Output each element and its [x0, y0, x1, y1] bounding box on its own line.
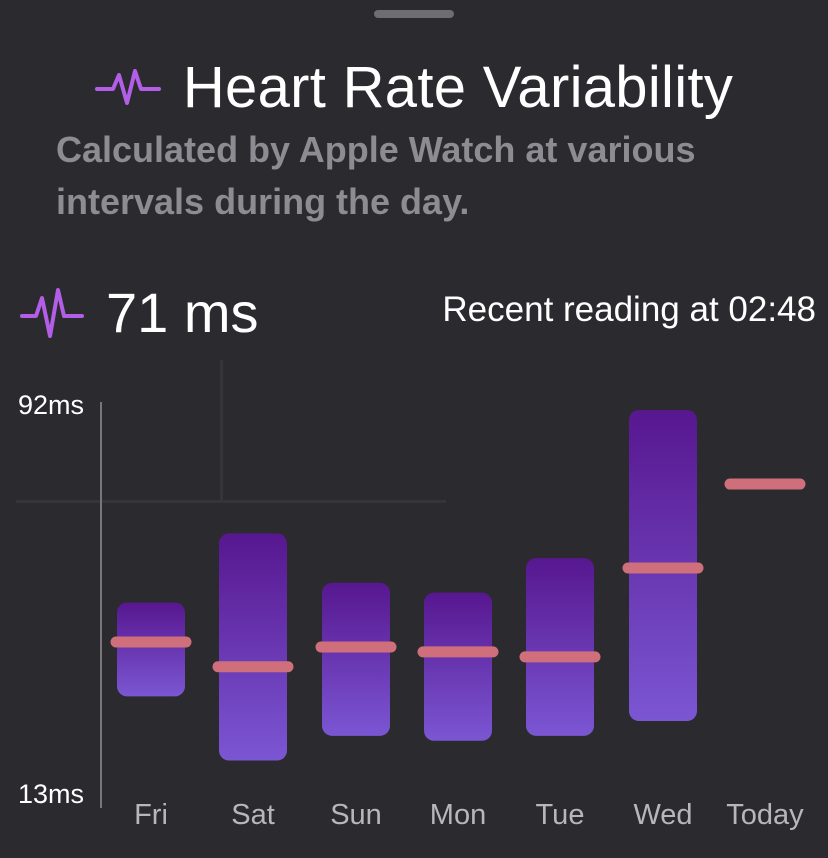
heart-pulse-icon: [20, 288, 84, 338]
sheet-grabber[interactable]: [374, 10, 454, 18]
hrv-chart: 92ms 13ms Fri Sat Sun Mon Tue Wed Today: [18, 390, 806, 831]
x-tick-label-tue: Tue: [536, 799, 585, 831]
x-tick-label-today: Today: [726, 799, 804, 831]
range-bar-sun[interactable]: [322, 582, 390, 736]
reading-value: 71 ms: [106, 281, 259, 344]
title-row: Heart Rate Variability: [0, 52, 828, 122]
range-bar-sat[interactable]: [219, 533, 287, 761]
range-bar-tue[interactable]: [526, 558, 594, 736]
recent-reading: 71 ms Recent reading at 02:48: [20, 280, 820, 344]
x-tick-label-sun: Sun: [330, 799, 382, 831]
range-bar-fri[interactable]: [117, 602, 185, 697]
x-tick-label-wed: Wed: [633, 799, 692, 831]
reading-timestamp: Recent reading at 02:48: [442, 290, 816, 329]
range-bar-mon[interactable]: [424, 592, 492, 741]
x-tick-label-fri: Fri: [134, 799, 168, 831]
page-subtitle: Calculated by Apple Watch at various int…: [56, 129, 696, 222]
x-tick-label-mon: Mon: [430, 799, 486, 831]
x-tick-label-sat: Sat: [231, 799, 275, 831]
y-tick-label-max: 92ms: [18, 390, 84, 420]
page-title: Heart Rate Variability: [182, 54, 734, 120]
y-tick-label-min: 13ms: [18, 779, 84, 809]
heart-pulse-icon: [94, 69, 161, 105]
